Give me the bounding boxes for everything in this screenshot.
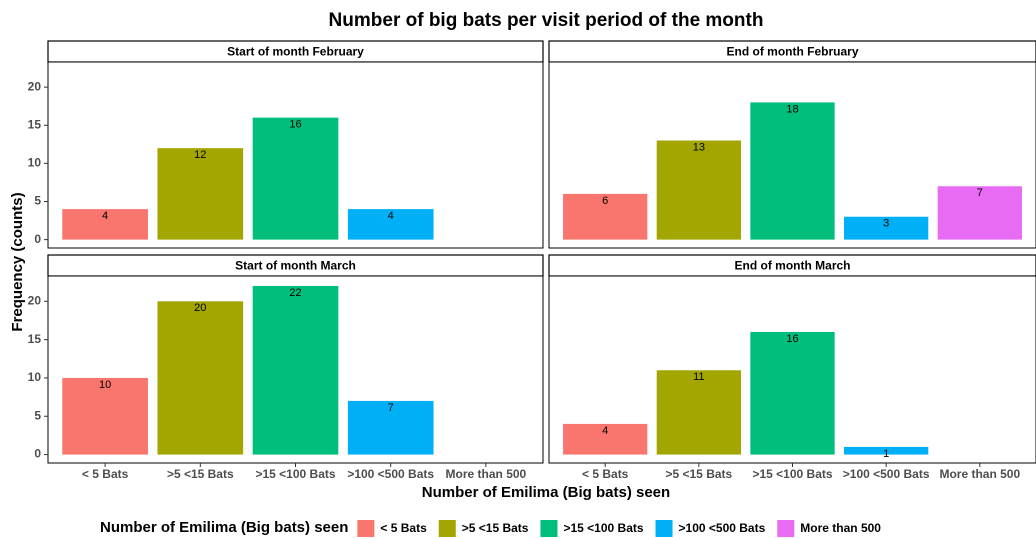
legend-key [540,520,558,537]
bar [750,102,835,240]
data-label: 4 [388,210,394,222]
x-tick-label: More than 500 [446,467,527,481]
x-tick-label: < 5 Bats [82,467,129,481]
bar [844,446,929,455]
bar [62,377,148,455]
strip-title: Start of month February [227,45,364,59]
bar [347,400,434,455]
data-label: 22 [289,287,301,299]
legend-key [357,520,375,537]
legend-label: >15 <100 Bats [563,521,643,535]
data-label: 7 [388,402,394,414]
chart-title: Number of big bats per visit period of t… [329,10,764,31]
data-label: 4 [102,210,108,222]
bar [750,331,835,455]
legend-label: More than 500 [800,521,881,535]
data-label: 3 [883,218,889,230]
strip-title: End of month February [727,45,859,59]
y-tick-label: 0 [34,447,41,461]
x-axis-label: Number of Emilima (Big bats) seen [422,484,670,501]
legend-label: < 5 Bats [380,521,427,535]
x-tick-label: < 5 Bats [582,467,629,481]
y-tick-label: 15 [28,117,42,131]
x-tick-label: >100 <500 Bats [347,467,434,481]
y-tick-label: 10 [28,370,42,384]
y-axis-label: Frequency (counts) [9,192,26,331]
y-tick-label: 5 [34,408,41,422]
data-label: 18 [786,103,798,115]
bar [656,140,741,240]
data-label: 7 [977,187,983,199]
data-label: 6 [602,195,608,207]
bar [563,423,648,455]
data-label: 16 [289,119,301,131]
bar [844,216,929,240]
legend-label: >100 <500 Bats [679,521,766,535]
data-label: 16 [786,333,798,345]
strip-title: Start of month March [235,259,356,273]
y-tick-label: 20 [28,293,42,307]
bar [656,370,741,455]
data-label: 11 [693,371,704,383]
y-tick-label: 5 [34,194,41,208]
strip-title: End of month March [735,259,851,273]
y-tick-label: 15 [28,332,42,346]
bar [62,209,148,240]
legend-title: Number of Emilima (Big bats) seen [100,519,348,536]
y-tick-label: 20 [28,79,42,93]
bar [157,148,244,240]
y-tick-label: 10 [28,156,42,170]
bar [252,285,339,455]
legend-key [655,520,673,537]
x-tick-label: >100 <500 Bats [843,467,930,481]
bar [157,301,244,455]
data-label: 4 [602,425,608,437]
x-tick-label: >15 <100 Bats [255,467,335,481]
legend-label: >5 <15 Bats [462,521,529,535]
data-label: 12 [194,149,206,161]
bar [937,186,1022,240]
legend-key [777,520,795,537]
x-tick-label: More than 500 [939,467,1020,481]
bar [252,117,339,240]
data-label: 1 [883,448,889,460]
x-tick-label: >15 <100 Bats [752,467,832,481]
x-tick-label: >5 <15 Bats [665,467,732,481]
bar [563,193,648,240]
bar [347,209,434,240]
data-label: 10 [99,379,111,391]
legend-key [438,520,456,537]
x-tick-label: >5 <15 Bats [167,467,234,481]
y-tick-label: 0 [34,232,41,246]
data-label: 20 [194,302,206,314]
data-label: 13 [693,141,705,153]
